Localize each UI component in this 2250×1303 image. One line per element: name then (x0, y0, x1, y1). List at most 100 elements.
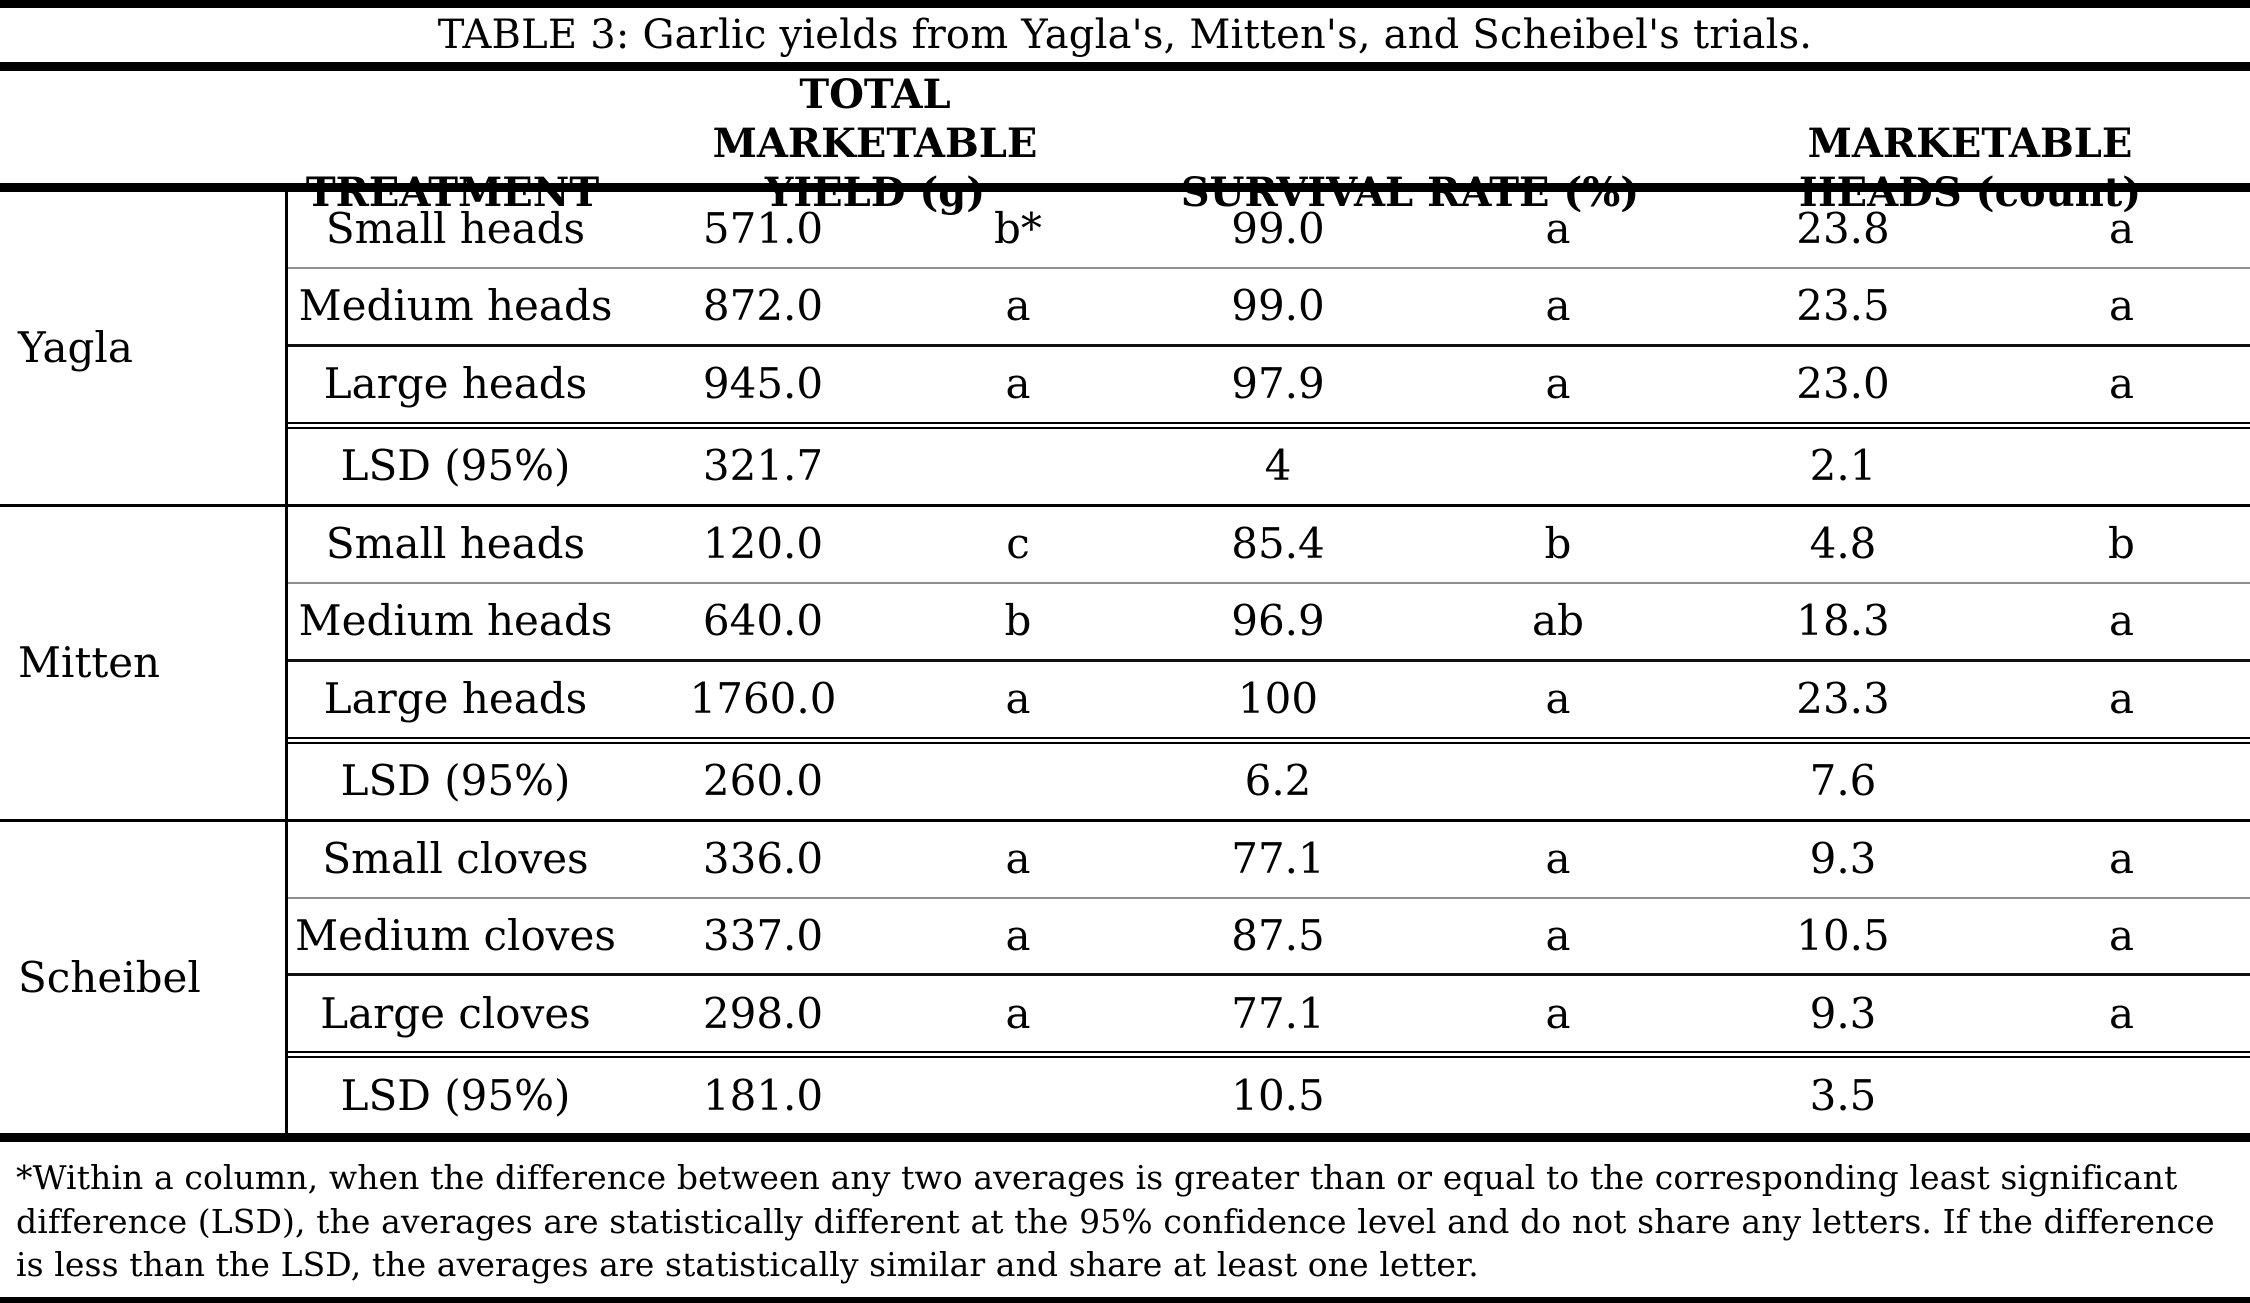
survival-value: 99.0 (1231, 281, 1325, 331)
yield-letter: a (1005, 674, 1031, 724)
header-survival: SURVIVAL RATE (%) (1180, 168, 1640, 216)
heads-letter: a (2108, 833, 2135, 883)
heads-letter: a (2108, 988, 2135, 1038)
heads-value: 18.3 (1796, 596, 1890, 646)
yield-letter: c (1006, 519, 1030, 569)
table-title: TABLE 3: Garlic yields from Yagla's, Mit… (437, 12, 1813, 58)
treatment-cell: Large cloves (320, 988, 591, 1038)
section-mitten: Mitten Small heads 120.0 c 85.4 b 4.8 b … (0, 503, 2250, 819)
survival-value: 85.4 (1231, 519, 1325, 569)
yield-value: 336.0 (702, 833, 824, 883)
treatment-cell: Small heads (325, 519, 586, 569)
lsd-survival: 6.2 (1244, 756, 1312, 806)
title-rule (0, 62, 2250, 71)
survival-value: 77.1 (1231, 988, 1325, 1038)
treatment-cell: Small cloves (322, 833, 589, 883)
survival-letter: a (1545, 910, 1571, 960)
lsd-survival: 10.5 (1231, 1070, 1325, 1120)
table-row: Large heads 945.0 a 97.9 a 23.0 a (288, 343, 2250, 422)
survival-letter: a (1545, 281, 1571, 331)
lsd-yield: 260.0 (702, 756, 824, 806)
heads-letter: a (2108, 596, 2135, 646)
header-yield: TOTAL MARKETABLE YIELD (g) (712, 71, 1038, 216)
header-rule (0, 183, 2250, 192)
yield-letter: a (1005, 833, 1031, 883)
lsd-label: LSD (95%) (340, 441, 571, 491)
treatment-cell: Medium heads (298, 281, 613, 331)
table-row: Medium heads 872.0 a 99.0 a 23.5 a (288, 266, 2250, 344)
table-row: Medium cloves 337.0 a 87.5 a 10.5 a (288, 896, 2250, 974)
survival-value: 87.5 (1231, 910, 1325, 960)
yield-value: 872.0 (702, 281, 824, 331)
heads-letter: a (2108, 359, 2135, 409)
treatment-cell: Medium heads (298, 596, 613, 646)
heads-value: 9.3 (1809, 988, 1877, 1038)
table-row: Small heads 120.0 c 85.4 b 4.8 b (288, 507, 2250, 582)
lsd-yield: 321.7 (702, 441, 824, 491)
table-row: Small cloves 336.0 a 77.1 a 9.3 a (288, 822, 2250, 897)
section-scheibel: Scheibel Small cloves 336.0 a 77.1 a 9.3… (0, 818, 2250, 1134)
table-row: Large heads 1760.0 a 100 a 23.3 a (288, 658, 2250, 737)
treatment-cell: Large heads (323, 674, 588, 724)
trial-name: Scheibel (18, 952, 201, 1002)
yield-value: 120.0 (702, 519, 824, 569)
lsd-row: LSD (95%) 260.0 6.2 7.6 (288, 736, 2250, 819)
heads-value: 23.0 (1796, 359, 1890, 409)
heads-value: 23.5 (1796, 281, 1890, 331)
survival-value: 96.9 (1231, 596, 1325, 646)
yield-value: 298.0 (702, 988, 824, 1038)
lsd-row: LSD (95%) 321.7 4 2.1 (288, 421, 2250, 504)
yield-value: 640.0 (702, 596, 824, 646)
table-row: Large cloves 298.0 a 77.1 a 9.3 a (288, 973, 2250, 1051)
header-heads: MARKETABLE HEADS (count) (1798, 119, 2142, 216)
table-header: TREATMENT TOTAL MARKETABLE YIELD (g) SUR… (0, 71, 2250, 216)
heads-value: 23.8 (1796, 204, 1890, 254)
heads-letter: a (2108, 674, 2135, 724)
lsd-row: LSD (95%) 181.0 10.5 3.5 (288, 1051, 2250, 1133)
heads-letter: a (2108, 910, 2135, 960)
footnote-rule (0, 1133, 2250, 1143)
yield-letter: a (1005, 910, 1031, 960)
survival-letter: a (1545, 204, 1571, 254)
yield-value: 1760.0 (689, 674, 837, 724)
lsd-survival: 4 (1264, 441, 1292, 491)
heads-value: 23.3 (1796, 674, 1890, 724)
footnote: *Within a column, when the difference be… (16, 1158, 2215, 1285)
heads-value: 4.8 (1809, 519, 1877, 569)
yield-letter: a (1005, 359, 1031, 409)
survival-letter: a (1545, 833, 1571, 883)
lsd-heads: 2.1 (1809, 441, 1877, 491)
heads-value: 9.3 (1809, 833, 1877, 883)
lsd-heads: 7.6 (1809, 756, 1877, 806)
survival-value: 97.9 (1231, 359, 1325, 409)
yield-letter: a (1005, 281, 1031, 331)
survival-value: 77.1 (1231, 833, 1325, 883)
survival-value: 99.0 (1231, 204, 1325, 254)
yield-value: 337.0 (702, 910, 824, 960)
lsd-heads: 3.5 (1809, 1070, 1877, 1120)
yield-letter: b (1004, 596, 1032, 646)
yield-letter: a (1005, 988, 1031, 1038)
table-row: Small heads 571.0 b* 99.0 a 23.8 a (288, 192, 2250, 267)
section-rows: Small heads 571.0 b* 99.0 a 23.8 a Mediu… (285, 192, 2250, 504)
heads-letter: b (2108, 519, 2135, 569)
yield-value: 945.0 (702, 359, 824, 409)
lsd-label: LSD (95%) (340, 756, 571, 806)
survival-letter: b (1544, 519, 1572, 569)
survival-letter: a (1545, 988, 1571, 1038)
lsd-yield: 181.0 (702, 1070, 824, 1120)
section-rows: Small cloves 336.0 a 77.1 a 9.3 a Medium… (285, 821, 2250, 1134)
trial-name: Yagla (18, 323, 133, 373)
heads-letter: a (2108, 204, 2135, 254)
section-yagla: Yagla Small heads 571.0 b* 99.0 a 23.8 a… (0, 192, 2250, 504)
heads-letter: a (2108, 281, 2135, 331)
trial-name: Mitten (18, 638, 161, 688)
yield-letter: b* (994, 204, 1042, 254)
header-treatment: TREATMENT (305, 168, 600, 216)
survival-letter: a (1545, 359, 1571, 409)
treatment-cell: Small heads (325, 204, 586, 254)
survival-value: 100 (1237, 674, 1319, 724)
yield-value: 571.0 (702, 204, 824, 254)
table-body: Yagla Small heads 571.0 b* 99.0 a 23.8 a… (0, 192, 2250, 1134)
